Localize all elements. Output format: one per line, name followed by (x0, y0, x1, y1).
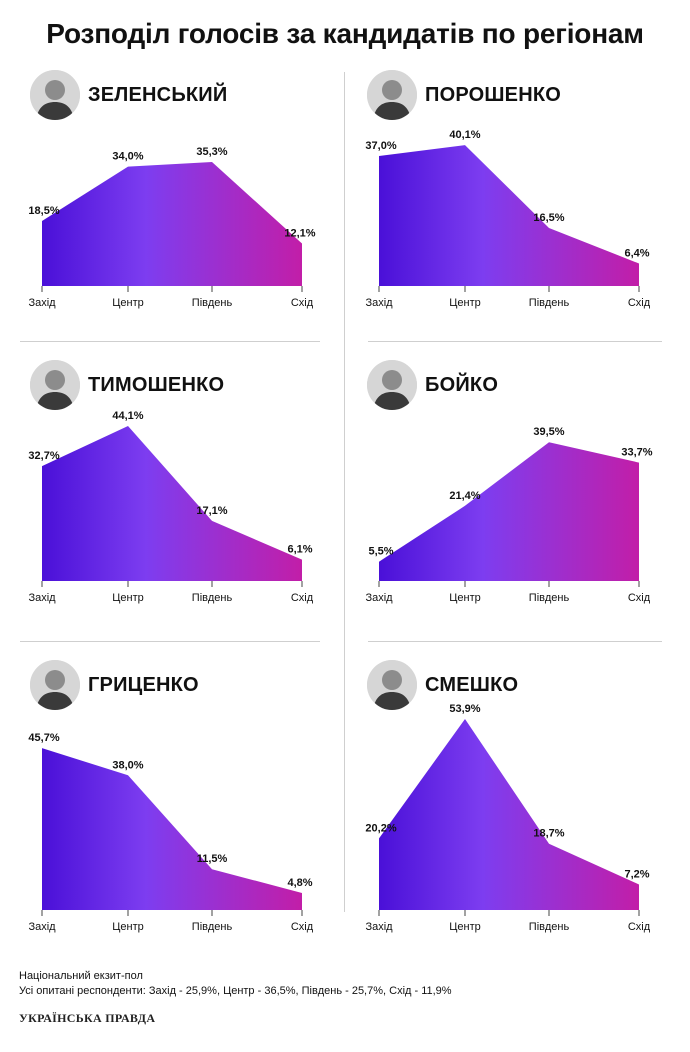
page-title: Розподіл голосів за кандидатів по регіон… (46, 18, 644, 49)
area-chart: 20,2% 53,9% 18,7% 7,2% Захід Центр Південь Схід (365, 703, 650, 933)
candidate-photo (30, 360, 80, 410)
value-label: 7,2% (624, 869, 649, 881)
value-label: 44,1% (112, 410, 143, 422)
category-label: Південь (192, 297, 233, 309)
value-label: 6,4% (624, 248, 649, 260)
category-label: Центр (449, 592, 481, 604)
value-label: 18,7% (533, 828, 564, 840)
category-label: Південь (529, 921, 570, 933)
category-label: Схід (291, 297, 314, 309)
value-label: 53,9% (449, 703, 480, 715)
chart-panel-hrytsenko: ГРИЦЕНКО 45,7% 38,0% 11,5% 4,8% Захід Центр Пі… (28, 660, 330, 933)
value-label: 20,2% (365, 822, 396, 834)
area-series (379, 719, 639, 910)
category-label: Захід (28, 592, 56, 604)
area-series (379, 442, 639, 581)
value-label: 6,1% (287, 544, 312, 556)
area-chart: 5,5% 21,4% 39,5% 33,7% Захід Центр Південь Схід (365, 426, 652, 604)
area-chart: 37,0% 40,1% 16,5% 6,4% Захід Центр Південь Схід (365, 129, 651, 309)
row-divider (20, 341, 320, 342)
candidate-name: БОЙКО (425, 374, 499, 396)
category-label: Центр (449, 297, 481, 309)
category-label: Центр (112, 297, 144, 309)
value-label: 12,1% (284, 228, 315, 240)
chart-panel-poroshenko: ПОРОШЕНКО 37,0% 40,1% 16,5% 6,4% Захід Центр П… (365, 70, 667, 330)
value-label: 5,5% (368, 546, 393, 558)
value-label: 38,0% (112, 759, 143, 771)
category-label: Центр (112, 921, 144, 933)
candidate-photo (30, 70, 80, 120)
column-divider (344, 72, 345, 912)
candidate-photo (30, 660, 80, 710)
footer-respondents: Усі опитані респонденти: Захід - 25,9%, … (19, 985, 452, 997)
footer-source: Національний екзит-пол (19, 970, 143, 982)
candidate-name: ПОРОШЕНКО (425, 84, 562, 106)
category-label: Південь (192, 592, 233, 604)
footer-note: Національний екзит-пол Усі опитані респо… (19, 969, 452, 999)
area-chart: 32,7% 44,1% 17,1% 6,1% Захід Центр Південь Схід (28, 410, 314, 604)
category-label: Південь (529, 592, 570, 604)
chart-panel-zelensky: ЗЕЛЕНСЬКИЙ 18,5% 34,0% 35,3% 12,1% Захід Цент… (28, 70, 330, 330)
category-label: Схід (628, 921, 651, 933)
candidate-name: ЗЕЛЕНСЬКИЙ (88, 84, 228, 106)
value-label: 45,7% (28, 732, 59, 744)
value-label: 35,3% (196, 146, 227, 158)
category-label: Схід (291, 592, 314, 604)
publisher-logo: УКРАЇНСЬКА ПРАВДА (19, 1011, 156, 1025)
area-chart: 45,7% 38,0% 11,5% 4,8% Захід Центр Південь Схід (28, 732, 313, 933)
value-label: 33,7% (621, 447, 652, 459)
row-divider (20, 641, 320, 642)
category-label: Захід (365, 297, 393, 309)
row-divider (368, 641, 662, 642)
chart-panel-smeshko: СМЕШКО 20,2% 53,9% 18,7% 7,2% Захід Центр Півд… (365, 660, 667, 933)
value-label: 32,7% (28, 450, 59, 462)
area-series (379, 145, 639, 286)
candidate-photo (367, 70, 417, 120)
category-label: Центр (112, 592, 144, 604)
chart-panel-tymoshenko: ТИМОШЕНКО 32,7% 44,1% 17,1% 6,1% Захід Центр П… (28, 360, 330, 620)
chart-panel-boyko: БОЙКО 5,5% 21,4% 39,5% 33,7% Захід Центр Півде… (365, 360, 667, 620)
value-label: 37,0% (365, 140, 396, 152)
candidate-photo (367, 360, 417, 410)
category-label: Південь (192, 921, 233, 933)
category-label: Схід (628, 297, 651, 309)
category-label: Захід (365, 921, 393, 933)
category-label: Захід (365, 592, 393, 604)
value-label: 21,4% (449, 490, 480, 502)
area-series (42, 748, 302, 910)
category-label: Схід (291, 921, 314, 933)
category-label: Захід (28, 297, 56, 309)
candidate-name: ТИМОШЕНКО (88, 374, 225, 396)
candidate-name: ГРИЦЕНКО (88, 674, 199, 696)
value-label: 34,0% (112, 151, 143, 163)
category-label: Захід (28, 921, 56, 933)
candidate-photo (367, 660, 417, 710)
value-label: 40,1% (449, 129, 480, 141)
area-chart: 18,5% 34,0% 35,3% 12,1% Захід Центр Південь Схі… (28, 146, 315, 309)
value-label: 39,5% (533, 426, 564, 438)
value-label: 11,5% (197, 853, 228, 865)
row-divider (368, 341, 662, 342)
area-series (42, 162, 302, 286)
value-label: 18,5% (28, 205, 59, 217)
category-label: Схід (628, 592, 651, 604)
area-series (42, 426, 302, 581)
value-label: 17,1% (196, 505, 227, 517)
value-label: 16,5% (533, 212, 564, 224)
category-label: Південь (529, 297, 570, 309)
value-label: 4,8% (287, 877, 312, 889)
candidate-name: СМЕШКО (425, 674, 519, 696)
category-label: Центр (449, 921, 481, 933)
